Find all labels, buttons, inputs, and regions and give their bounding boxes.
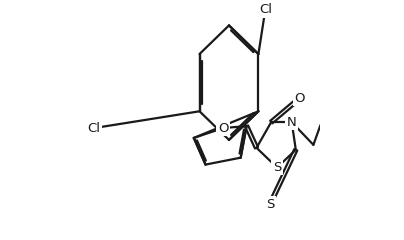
Text: S: S xyxy=(273,161,281,174)
Text: N: N xyxy=(287,116,297,129)
Text: O: O xyxy=(218,122,228,135)
Text: Cl: Cl xyxy=(88,122,101,135)
Text: Cl: Cl xyxy=(259,3,272,16)
Text: O: O xyxy=(294,92,305,105)
Text: S: S xyxy=(266,198,274,210)
